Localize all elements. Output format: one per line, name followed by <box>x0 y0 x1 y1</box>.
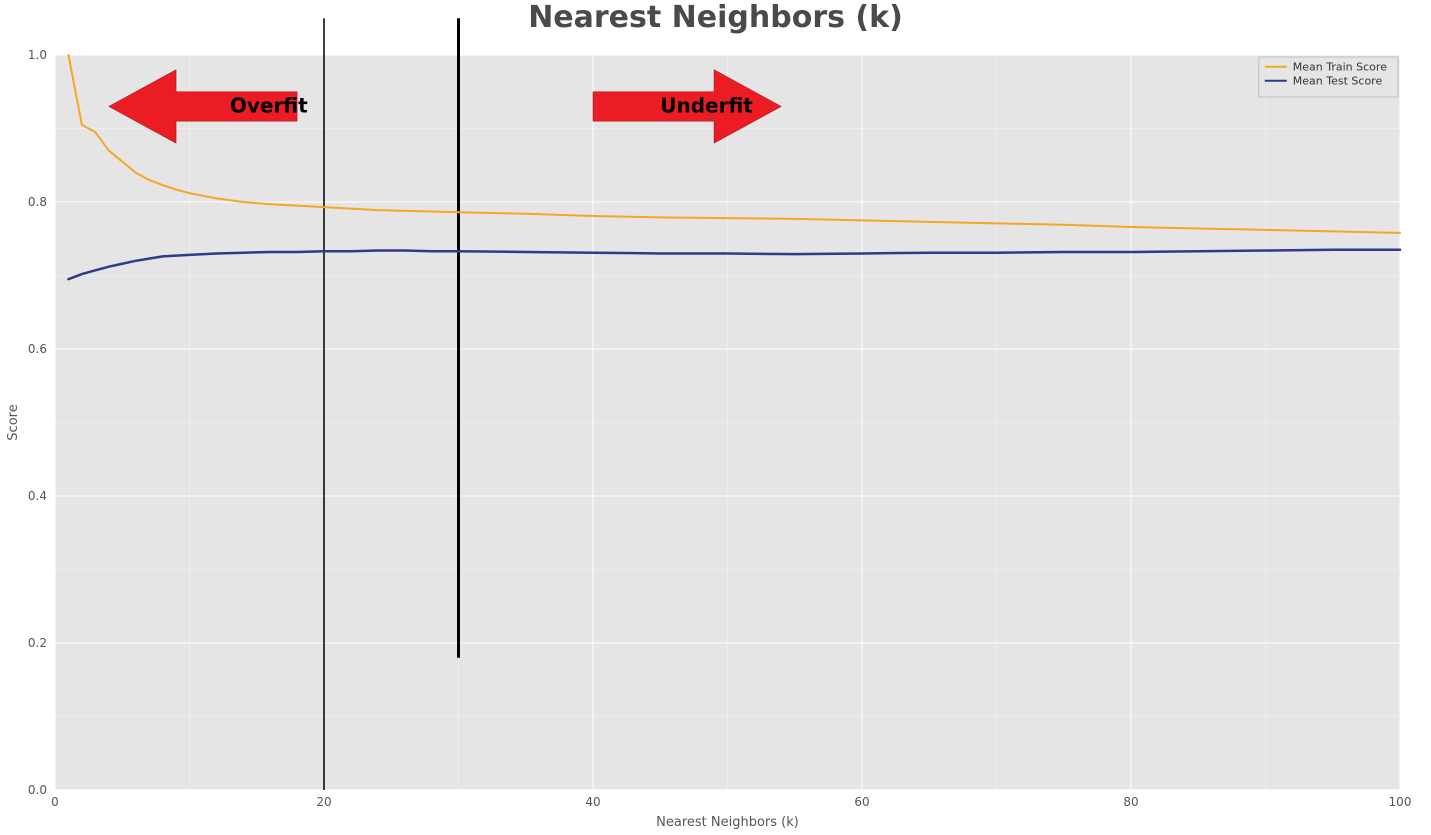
figure-container: Nearest Neighbors (k) 0 20 40 60 80 100 0.0 0.2… <box>0 0 1431 835</box>
y-axis-label: Score <box>6 404 21 440</box>
xtick-label: 40 <box>585 795 600 809</box>
xtick-label: 80 <box>1123 795 1138 809</box>
x-axis-label: Nearest Neighbors (k) <box>656 815 799 830</box>
ytick-label: 0.6 <box>28 342 47 356</box>
ytick-label: 0.8 <box>28 195 47 209</box>
legend-label: Mean Test Score <box>1293 75 1383 88</box>
legend-label: Mean Train Score <box>1293 61 1387 74</box>
xtick-label: 60 <box>854 795 869 809</box>
xtick-label: 0 <box>51 795 59 809</box>
ytick-label: 0.0 <box>28 783 47 797</box>
ytick-label: 1.0 <box>28 48 47 62</box>
chart-title: Nearest Neighbors (k) <box>0 0 1431 35</box>
annotation-label: Underfit <box>660 93 753 117</box>
ytick-label: 0.2 <box>28 636 47 650</box>
chart-svg: 0 20 40 60 80 100 0.0 0.2 0.4 0.6 0.8 1.0 Nearest Ne… <box>0 0 1431 835</box>
ytick-label: 0.4 <box>28 489 47 503</box>
annotation-label: Overfit <box>230 93 308 117</box>
xtick-label: 100 <box>1389 795 1412 809</box>
xtick-label: 20 <box>316 795 331 809</box>
